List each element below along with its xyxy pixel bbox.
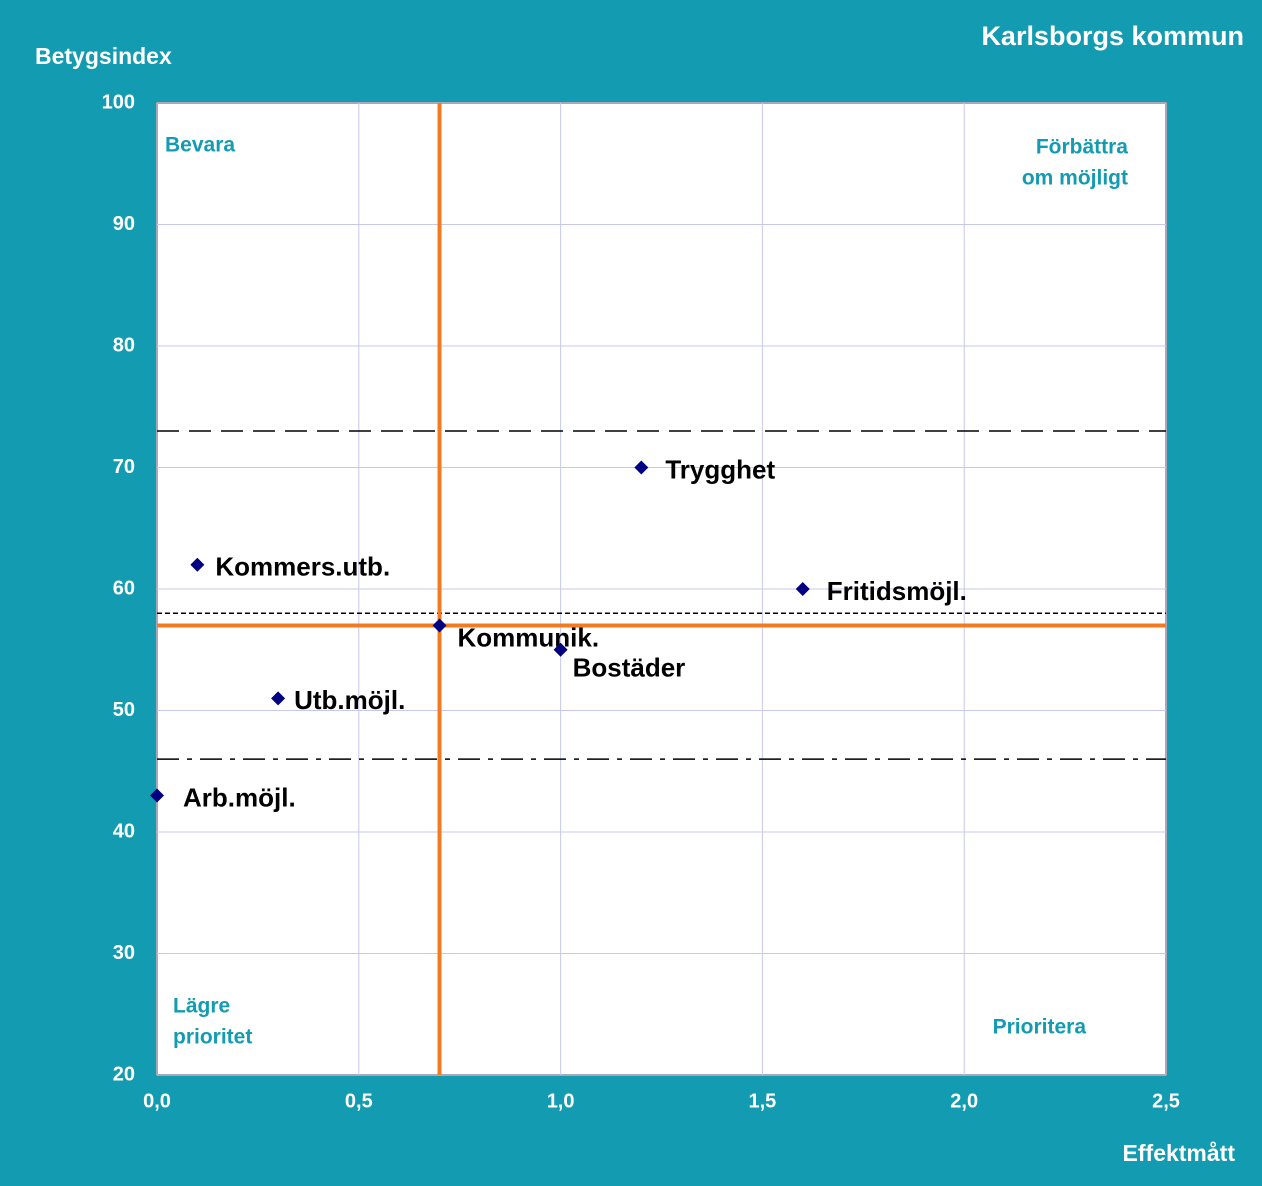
quadrant-label: prioritet — [173, 1026, 252, 1049]
quadrant-label: Lägre — [173, 995, 230, 1018]
point — [795, 582, 810, 596]
y-tick-label: 80 — [113, 334, 135, 356]
y-tick-label: 20 — [113, 1063, 135, 1085]
point-label: Arb.möjl. — [183, 782, 296, 812]
y-axis-label: Betygsindex — [35, 43, 172, 69]
point — [150, 788, 164, 803]
chart-title: Karlsborgs kommun — [981, 21, 1244, 51]
quadrant-label: Bevara — [165, 134, 235, 157]
x-tick-label: 0,0 — [143, 1090, 171, 1112]
y-tick-label: 40 — [113, 820, 135, 842]
point-label: Kommers.utb. — [215, 552, 390, 582]
y-tick-label: 50 — [113, 699, 135, 721]
y-tick-label: 70 — [113, 456, 135, 478]
quadrant-label: Prioritera — [993, 1016, 1087, 1039]
y-tick-label: 30 — [113, 942, 135, 964]
x-tick-label: 2,0 — [950, 1090, 978, 1112]
y-tick-label: 90 — [113, 213, 135, 235]
x-tick-label: 2,5 — [1152, 1090, 1180, 1112]
point — [190, 557, 205, 572]
quadrant-label: om möjligt — [1022, 167, 1128, 190]
point — [553, 642, 568, 657]
x-tick-label: 0,5 — [345, 1090, 373, 1112]
x-axis-label: Effektmått — [1123, 1140, 1236, 1166]
grid — [156, 102, 1167, 1076]
point-label: Kommunik. — [458, 622, 600, 652]
point — [271, 691, 286, 706]
y-tick-label: 100 — [102, 91, 135, 113]
point-label: Trygghet — [665, 454, 775, 484]
x-tick-label: 1,0 — [547, 1090, 575, 1112]
foreground: 20 30 40 50 60 70 80 90 100 0,0 0,5 1,0 1,5 2,0 2,5 Arb… — [102, 91, 1180, 1112]
reference-lines — [157, 103, 1166, 1075]
x-tick-label: 1,5 — [748, 1090, 776, 1112]
point — [432, 618, 447, 633]
point-label: Utb.möjl. — [294, 685, 405, 715]
point — [634, 460, 649, 475]
point-label: Bostäder — [573, 653, 686, 683]
point-label: Fritidsmöjl. — [827, 576, 967, 606]
y-tick-label: 60 — [113, 577, 135, 599]
quadrant-label: Förbättra — [1036, 136, 1128, 159]
